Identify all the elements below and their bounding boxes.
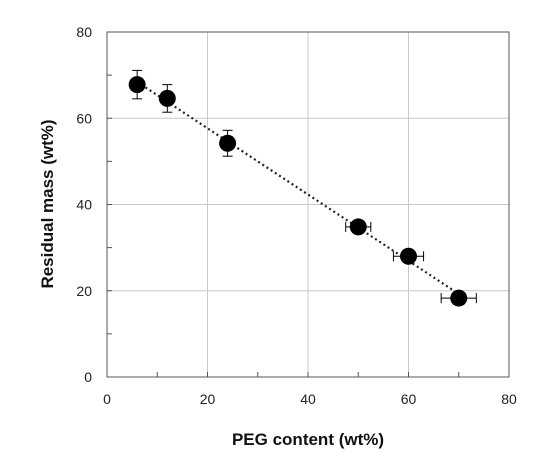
- x-tick-label: 80: [501, 391, 517, 407]
- data-point: [128, 76, 146, 94]
- data-point: [158, 89, 176, 107]
- y-tick-label: 40: [76, 197, 92, 213]
- y-tick-label: 80: [76, 24, 92, 40]
- data-points: [128, 76, 468, 307]
- y-tick-label: 20: [76, 283, 92, 299]
- data-point: [450, 289, 468, 307]
- y-tick-label: 60: [76, 110, 92, 126]
- data-point: [349, 218, 367, 236]
- tick-labels: 0 20 40 60 80 0 20 40 60 80: [76, 24, 517, 407]
- x-tick-label: 60: [401, 391, 417, 407]
- x-tick-label: 40: [300, 391, 316, 407]
- x-tick-label: 0: [103, 391, 111, 407]
- y-axis-title: Residual mass (wt%): [38, 119, 57, 288]
- data-point: [400, 247, 417, 265]
- x-tick-label: 20: [200, 391, 216, 407]
- y-tick-label: 0: [84, 369, 92, 385]
- axes: [106, 31, 510, 378]
- data-point: [219, 134, 237, 152]
- x-axis-title: PEG content (wt%): [232, 430, 384, 449]
